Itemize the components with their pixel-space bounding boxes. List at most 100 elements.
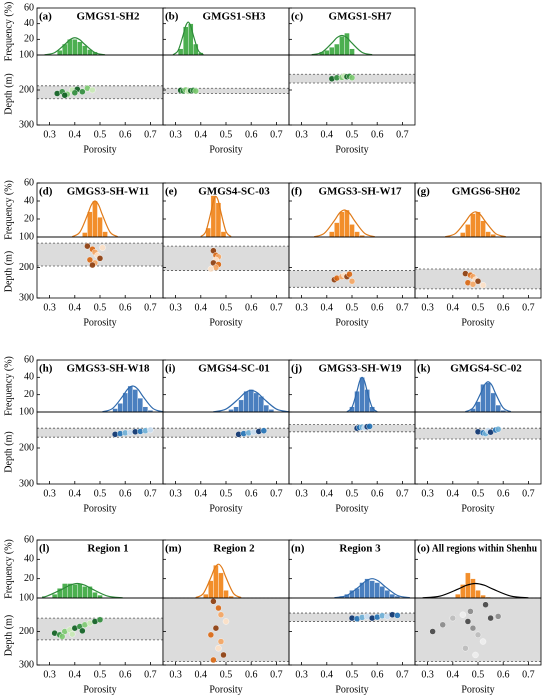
point [215, 645, 222, 652]
point [459, 611, 467, 618]
panel: 0.3 0.4 0.5 0.6 0.7 Porosity (e) GMGS4-SC-03 [162, 182, 290, 328]
x-tick-label: 0.7 [396, 669, 409, 680]
point [474, 631, 482, 639]
panel-title: All regions within Shenhu [432, 543, 537, 555]
depth-band [163, 88, 289, 94]
depth-band [37, 428, 163, 438]
point [89, 86, 96, 94]
y-tick-label: 40 [24, 195, 34, 206]
y-axis-label: Depth (m) [3, 615, 14, 656]
y-tick-label: 60 [24, 177, 34, 188]
bar [253, 392, 259, 413]
y-tick-label: 200 [19, 442, 34, 453]
point [260, 427, 267, 434]
panel-label: (n) [291, 543, 305, 555]
panel-label: (h) [39, 363, 53, 375]
bar [132, 389, 138, 413]
x-tick-label: 0.5 [220, 488, 233, 499]
bar [485, 231, 491, 238]
panel: 0.3 0.4 0.5 0.6 0.7 Porosity (h) GMGS3-SH-W18 [36, 359, 164, 514]
x-tick-label: 0.6 [371, 129, 384, 140]
y-axis-label: Frequency (%) [3, 356, 14, 416]
x-tick-label: 0.4 [447, 488, 460, 499]
bar [480, 220, 486, 238]
x-tick-label: 0.5 [220, 669, 233, 680]
x-tick-label: 0.7 [396, 302, 409, 313]
bar [495, 404, 501, 413]
bar [233, 406, 239, 413]
x-axis-label: Porosity [335, 144, 368, 155]
x-tick-label: 0.3 [169, 302, 182, 313]
bar [329, 46, 335, 56]
y-tick-label: 100 [19, 231, 34, 242]
panel: 0.3 0.4 0.5 0.6 0.7 Porosity (m) Region 2 [162, 539, 290, 695]
x-tick-label: 0.4 [195, 302, 208, 313]
x-tick-label: 0.4 [321, 669, 334, 680]
point [479, 281, 487, 289]
x-tick-label: 0.7 [144, 129, 157, 140]
panel-title: GMGS3-SH-W17 [318, 186, 402, 198]
point [474, 278, 482, 285]
panel: 0.3 0.4 0.5 0.6 0.7 Porosity (n) Region 3 [288, 539, 416, 695]
x-tick-label: 0.5 [346, 669, 359, 680]
depth-band [163, 428, 289, 438]
fit-curve [102, 385, 164, 413]
x-tick-label: 0.3 [169, 488, 182, 499]
bar [475, 590, 481, 599]
x-tick-label: 0.7 [270, 669, 283, 680]
bar [72, 584, 78, 599]
x-tick-label: 0.5 [220, 129, 233, 140]
y-tick-label: 60 [24, 354, 34, 365]
bar [77, 41, 83, 56]
bar [92, 200, 98, 238]
x-tick-label: 0.3 [43, 129, 56, 140]
point [366, 423, 373, 430]
bar [97, 216, 103, 238]
panel: 0.3 0.4 0.5 0.6 0.7 Porosity (o) All regions wi… [414, 539, 542, 695]
x-axis-label: Porosity [335, 503, 368, 514]
x-axis-label: Porosity [461, 503, 494, 514]
x-tick-label: 0.4 [195, 669, 208, 680]
x-axis-label: Porosity [335, 317, 368, 328]
x-tick-label: 0.4 [69, 669, 82, 680]
bar [82, 586, 88, 599]
panel-label: (f) [291, 186, 302, 198]
y-axis-label: Depth (m) [3, 73, 14, 114]
point [86, 256, 94, 264]
bar [208, 580, 214, 599]
y-tick-label: 20 [24, 34, 34, 45]
point [215, 604, 222, 612]
point [467, 608, 474, 615]
y-tick-label: 60 [24, 534, 34, 545]
bar [480, 594, 486, 599]
panel-label: (a) [39, 11, 52, 23]
x-tick-label: 0.4 [321, 302, 334, 313]
panel-title: Region 1 [87, 543, 128, 555]
x-axis-label: Porosity [209, 144, 242, 155]
x-axis-label: Porosity [83, 317, 116, 328]
bar [97, 594, 103, 599]
bar [223, 590, 229, 599]
bar [465, 224, 471, 238]
x-axis-label: Porosity [83, 684, 116, 695]
panel-title: GMGS4-SC-02 [450, 363, 522, 375]
x-tick-label: 0.7 [144, 488, 157, 499]
x-tick-label: 0.6 [119, 488, 132, 499]
y-tick-label: 100 [19, 592, 34, 603]
point [71, 89, 79, 97]
point [147, 426, 154, 434]
x-tick-label: 0.7 [396, 129, 409, 140]
x-tick-label: 0.5 [94, 488, 107, 499]
point [210, 656, 217, 664]
point [69, 630, 76, 638]
x-tick-label: 0.6 [371, 488, 384, 499]
point [472, 651, 479, 659]
x-tick-label: 0.3 [43, 302, 56, 313]
x-tick-label: 0.3 [169, 669, 182, 680]
panel-label: (m) [165, 543, 182, 555]
x-tick-label: 0.7 [270, 488, 283, 499]
bar [349, 48, 355, 56]
y-tick-label: 200 [19, 84, 34, 95]
panel: 0.3 0.4 0.5 0.6 0.7 Porosity (b) GMGS1-SH3 [162, 7, 290, 155]
